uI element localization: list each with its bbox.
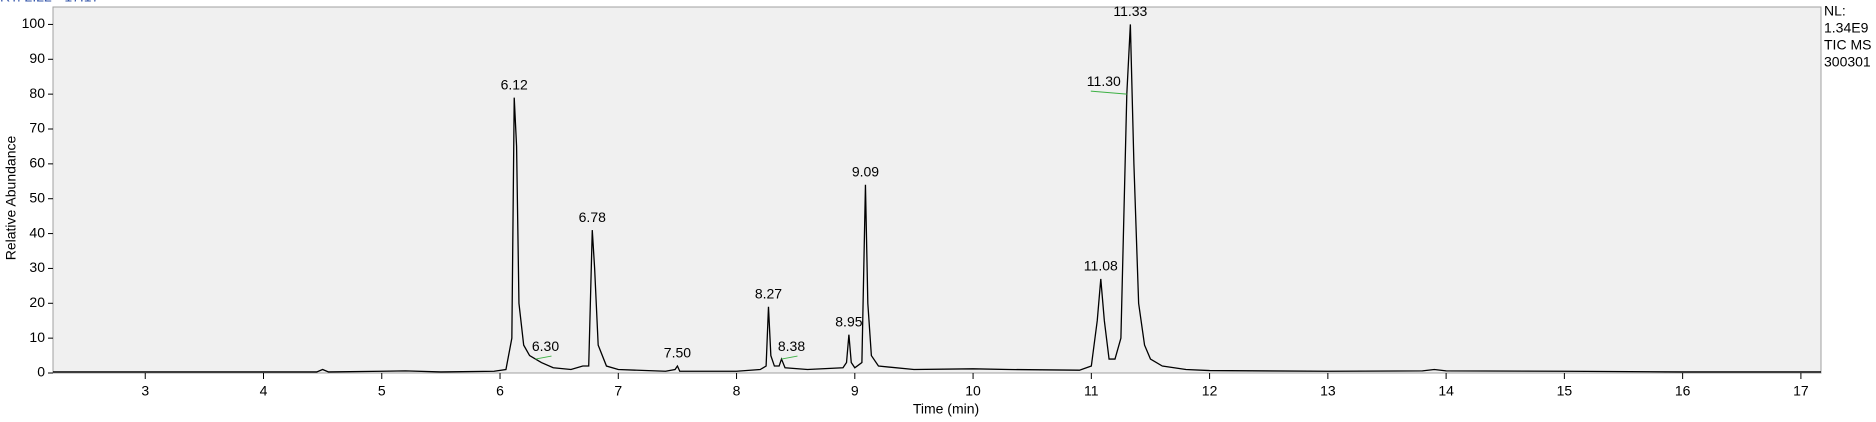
side-note: 300301 [1824, 54, 1871, 70]
leader-line [1090, 90, 1127, 95]
y-tick-label: 70 [29, 120, 45, 136]
peak-label: 8.27 [755, 285, 782, 301]
x-tick-label: 11 [1084, 383, 1099, 399]
peak-label: 6.30 [532, 338, 559, 354]
x-tick-label: 6 [496, 383, 504, 399]
x-tick-label: 4 [260, 383, 268, 399]
x-tick-label: 10 [965, 383, 981, 399]
peak-label: 11.08 [1084, 258, 1118, 274]
x-tick-label: 15 [1557, 383, 1573, 399]
peak-label: 6.78 [579, 209, 606, 225]
plot-area [52, 6, 1822, 374]
leader-line [535, 355, 552, 360]
leader-line [781, 355, 798, 360]
y-tick-label: 10 [29, 329, 45, 345]
peak-label: 9.09 [852, 163, 879, 179]
y-tick-label: 90 [29, 50, 45, 66]
x-tick-label: 9 [851, 383, 859, 399]
x-tick-label: 13 [1320, 383, 1336, 399]
side-note: NL: [1824, 3, 1846, 19]
peak-label: 6.12 [501, 76, 528, 92]
peak-label: 11.33 [1113, 3, 1147, 19]
x-tick-label: 16 [1675, 383, 1691, 399]
y-tick-label: 40 [29, 224, 45, 240]
x-tick-label: 14 [1438, 383, 1454, 399]
y-axis-label: Relative Abundance [3, 136, 19, 261]
y-tick-label: 30 [29, 259, 45, 275]
peak-label: 8.95 [835, 313, 862, 329]
x-tick-label: 12 [1202, 383, 1218, 399]
header: RT: 2.22 - 17.17 [0, 0, 100, 5]
peak-label: 7.50 [664, 345, 691, 361]
y-tick-label: 20 [29, 294, 45, 310]
peak-label: 11.30 [1087, 73, 1121, 89]
x-tick-label: 5 [378, 383, 386, 399]
side-note: 1.34E9 [1824, 20, 1869, 36]
y-tick-label: 100 [22, 15, 46, 31]
x-tick-label: 8 [733, 383, 741, 399]
y-tick-label: 80 [29, 85, 45, 101]
x-axis-label: Time (min) [913, 401, 979, 417]
y-tick-label: 60 [29, 155, 45, 171]
x-tick-label: 17 [1793, 383, 1809, 399]
y-tick-label: 50 [29, 189, 45, 205]
x-tick-label: 3 [141, 383, 149, 399]
peak-label: 8.38 [778, 338, 805, 354]
y-tick-label: 0 [37, 364, 45, 380]
x-tick-label: 7 [614, 383, 622, 399]
side-note: TIC MS [1824, 37, 1871, 53]
